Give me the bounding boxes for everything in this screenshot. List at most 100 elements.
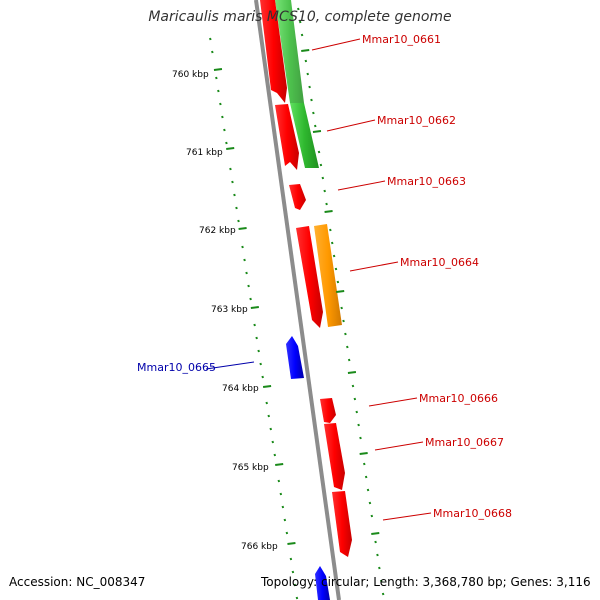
gene-label[interactable]: Mmar10_0667 (425, 436, 504, 449)
tick-minor (323, 189, 326, 193)
gene-label-leader (311, 38, 361, 51)
scale-label: 766 kbp (241, 542, 278, 552)
tick-minor (325, 202, 328, 206)
gene-label[interactable]: Mmar10_0662 (377, 114, 456, 127)
tick-major (226, 147, 235, 150)
gene-label[interactable]: Mmar10_0665 (137, 361, 216, 374)
tick-minor (277, 479, 281, 483)
scale-label: 765 kbp (232, 463, 269, 473)
tick-minor (269, 427, 273, 431)
tick-minor (247, 284, 250, 288)
tick-minor (293, 583, 297, 587)
tick-minor (355, 410, 358, 414)
tick-minor (332, 254, 336, 258)
tick-minor (219, 102, 222, 106)
tick-major (324, 210, 333, 213)
tick-minor (304, 59, 308, 63)
gene-label-leader (374, 441, 424, 451)
tick-minor (314, 124, 317, 128)
tick-minor (321, 176, 325, 180)
gene-arrow-mmar10-0665[interactable] (286, 336, 304, 379)
tick-minor (291, 570, 295, 574)
tick-minor (225, 141, 228, 145)
tick-minor (283, 518, 287, 522)
tick-minor (209, 37, 212, 41)
tick-minor (285, 531, 289, 535)
gene-labels: Mmar10_0661 Mmar10_0662 Mmar10_0663 Mmar10_… (137, 33, 512, 521)
tick-minor (370, 514, 374, 518)
feature-orange[interactable] (314, 224, 342, 327)
tick-minor (229, 167, 232, 171)
tick-minor (378, 566, 381, 570)
tick-minor (243, 258, 246, 262)
tick-minor (241, 245, 244, 249)
tick-minor (257, 349, 260, 353)
tick-minor (312, 111, 315, 115)
topology-text: Topology: circular; Length: 3,368,780 bp… (261, 575, 591, 589)
tick-minor (364, 475, 368, 479)
tick-minor (368, 501, 372, 505)
gene-label[interactable]: Mmar10_0663 (387, 175, 466, 188)
scale-label: 762 kbp (199, 226, 236, 236)
tick-major (275, 463, 284, 466)
tick-minor (217, 89, 220, 93)
tick-minor (233, 193, 236, 197)
tick-minor (267, 414, 270, 418)
feature-green-1[interactable] (275, 0, 304, 103)
gene-label-leader (349, 261, 399, 272)
tick-minor (379, 579, 383, 583)
scale-label: 764 kbp (222, 384, 259, 394)
scale-label: 761 kbp (186, 148, 223, 158)
tick-minor (298, 20, 302, 24)
gene-label[interactable]: Mmar10_0668 (433, 507, 512, 520)
gene-arrow-mmar10-0667[interactable] (324, 423, 345, 490)
tick-minor (279, 492, 283, 496)
tick-major (347, 371, 357, 374)
tick-minor (253, 323, 256, 327)
tick-minor (289, 557, 293, 561)
gene-label-leader (382, 512, 432, 521)
tick-major (312, 130, 322, 133)
tick-minor (215, 76, 218, 80)
tick-minor (223, 128, 226, 132)
gene-arrow-mmar10-0668[interactable] (332, 491, 352, 557)
tick-minor (334, 267, 338, 271)
tick-minor (366, 488, 370, 492)
tick-minor (344, 332, 347, 336)
gene-arrow-mmar10-0663[interactable] (289, 184, 306, 210)
gene-arrow-mmar10-0661[interactable] (260, 0, 287, 103)
tick-minor (351, 384, 355, 388)
gene-label[interactable]: Mmar10_0664 (400, 256, 479, 269)
gene-arrow-mmar10-0664[interactable] (296, 226, 323, 328)
tick-minor (211, 50, 214, 54)
tick-major (287, 542, 296, 545)
tick-minor (353, 397, 357, 401)
tick-minor (255, 336, 258, 340)
tick-minor (237, 219, 240, 223)
tick-major (213, 68, 223, 71)
tick-major (301, 49, 310, 52)
tick-minor (376, 553, 379, 557)
tick-major (250, 306, 259, 309)
tick-minor (319, 163, 323, 167)
tick-minor (300, 33, 304, 37)
tick-major (359, 452, 368, 455)
tick-minor (340, 306, 343, 310)
tick-minor (271, 440, 275, 444)
tick-minor (249, 297, 252, 301)
tick-minor (295, 596, 299, 600)
gene-arrow-mmar10-0662[interactable] (275, 104, 299, 170)
gene-arrow-mmar10-0666[interactable] (320, 398, 336, 423)
gene-label-leader (205, 361, 255, 370)
scale-label: 763 kbp (211, 305, 248, 315)
gene-arrow-bottom[interactable] (315, 566, 330, 600)
tick-minor (261, 375, 264, 379)
tick-minor (259, 362, 262, 366)
tick-marks-outer (297, 7, 385, 596)
feature-green-2[interactable] (290, 103, 319, 168)
scale-labels: 760 kbp 761 kbp 762 kbp 763 kbp 764 kbp 765 k… (172, 70, 278, 552)
tick-minor (265, 401, 268, 405)
gene-label[interactable]: Mmar10_0661 (362, 33, 441, 46)
gene-label[interactable]: Mmar10_0666 (419, 392, 498, 405)
